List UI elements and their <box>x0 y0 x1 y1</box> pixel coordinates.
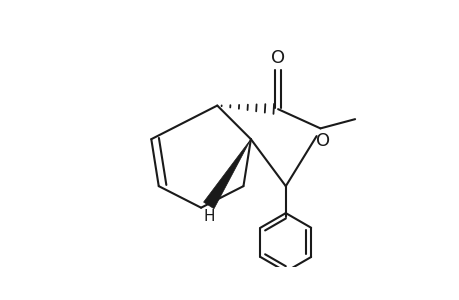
Text: O: O <box>315 132 329 150</box>
Polygon shape <box>203 139 250 209</box>
Text: O: O <box>270 49 285 67</box>
Text: H: H <box>202 209 214 224</box>
